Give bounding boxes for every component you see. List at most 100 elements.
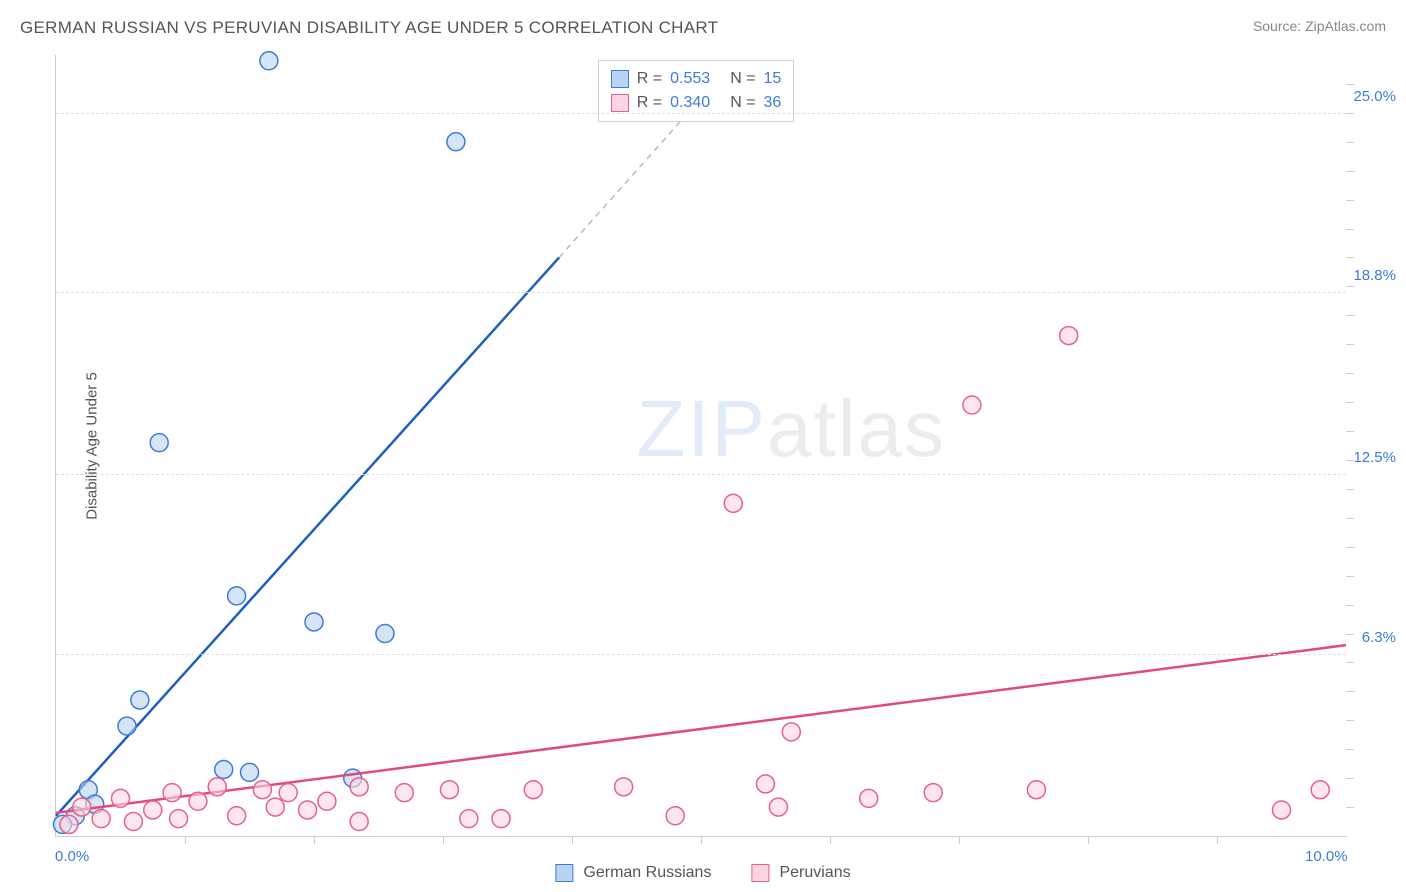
y-minor-tick	[1346, 286, 1354, 287]
data-point	[118, 717, 136, 735]
y-minor-tick	[1346, 518, 1354, 519]
y-minor-tick	[1346, 778, 1354, 779]
y-minor-tick	[1346, 113, 1354, 114]
y-tick-label: 6.3%	[1362, 629, 1396, 646]
y-minor-tick	[1346, 749, 1354, 750]
y-minor-tick	[1346, 315, 1354, 316]
y-minor-tick	[1346, 489, 1354, 490]
gridline	[56, 474, 1346, 475]
y-minor-tick	[1346, 373, 1354, 374]
data-point	[163, 784, 181, 802]
y-minor-tick	[1346, 576, 1354, 577]
legend-swatch	[751, 864, 769, 882]
x-minor-tick	[701, 836, 702, 844]
data-point	[253, 781, 271, 799]
n-label: N =	[730, 67, 755, 91]
corr-legend-row: R = 0.553 N = 15	[611, 67, 782, 91]
y-minor-tick	[1346, 171, 1354, 172]
data-point	[228, 587, 246, 605]
category-legend-item: German Russians	[555, 864, 711, 882]
data-point	[440, 781, 458, 799]
data-point	[279, 784, 297, 802]
data-point	[963, 396, 981, 414]
y-minor-tick	[1346, 691, 1354, 692]
data-point	[305, 613, 323, 631]
x-minor-tick	[314, 836, 315, 844]
data-point	[666, 807, 684, 825]
data-point	[782, 723, 800, 741]
scatter-svg	[56, 55, 1346, 836]
data-point	[112, 789, 130, 807]
x-minor-tick	[185, 836, 186, 844]
data-point	[350, 778, 368, 796]
data-point	[144, 801, 162, 819]
corr-legend-row: R =0.340N =36	[611, 91, 782, 115]
data-point	[131, 691, 149, 709]
y-minor-tick	[1346, 200, 1354, 201]
y-minor-tick	[1346, 257, 1354, 258]
n-value: 15	[764, 67, 782, 91]
data-point	[924, 784, 942, 802]
y-minor-tick	[1346, 634, 1354, 635]
data-point	[492, 810, 510, 828]
category-legend: German Russians Peruvians	[555, 864, 850, 882]
gridline	[56, 292, 1346, 293]
chart-plot-area: ZIPatlas R =0.553N =15R =0.340N =36	[55, 55, 1346, 837]
source-credit: Source: ZipAtlas.com	[1253, 18, 1386, 34]
x-minor-tick	[830, 836, 831, 844]
n-value: 36	[764, 91, 782, 115]
r-label: R =	[637, 67, 662, 91]
data-point	[447, 133, 465, 151]
x-tick-label: 10.0%	[1305, 848, 1348, 865]
chart-title: GERMAN RUSSIAN VS PERUVIAN DISABILITY AG…	[20, 18, 718, 38]
data-point	[299, 801, 317, 819]
y-minor-tick	[1346, 142, 1354, 143]
y-minor-tick	[1346, 402, 1354, 403]
legend-swatch	[555, 864, 573, 882]
data-point	[92, 810, 110, 828]
data-point	[1311, 781, 1329, 799]
data-point	[395, 784, 413, 802]
data-point	[724, 494, 742, 512]
x-minor-tick	[959, 836, 960, 844]
category-legend-item: Peruvians	[751, 864, 850, 882]
data-point	[60, 815, 78, 833]
y-minor-tick	[1346, 720, 1354, 721]
data-point	[260, 52, 278, 70]
n-label: N =	[730, 91, 755, 115]
y-minor-tick	[1346, 431, 1354, 432]
data-point	[1060, 327, 1078, 345]
legend-label: Peruvians	[779, 864, 850, 882]
y-minor-tick	[1346, 229, 1354, 230]
y-tick-label: 12.5%	[1353, 449, 1396, 466]
data-point	[208, 778, 226, 796]
gridline	[56, 113, 1346, 114]
trendline	[56, 645, 1346, 813]
y-minor-tick	[1346, 344, 1354, 345]
x-minor-tick	[1088, 836, 1089, 844]
legend-swatch	[611, 70, 629, 88]
data-point	[228, 807, 246, 825]
data-point	[241, 763, 259, 781]
data-point	[376, 625, 394, 643]
legend-swatch	[611, 94, 629, 112]
data-point	[150, 434, 168, 452]
r-value: 0.553	[670, 67, 710, 91]
x-minor-tick	[572, 836, 573, 844]
legend-label: German Russians	[583, 864, 711, 882]
trendline-dashed	[559, 113, 688, 258]
gridline	[56, 654, 1346, 655]
data-point	[124, 813, 142, 831]
data-point	[524, 781, 542, 799]
x-minor-tick	[443, 836, 444, 844]
data-point	[318, 792, 336, 810]
x-minor-tick	[1217, 836, 1218, 844]
y-minor-tick	[1346, 547, 1354, 548]
x-tick-label: 0.0%	[55, 848, 89, 865]
data-point	[757, 775, 775, 793]
data-point	[769, 798, 787, 816]
data-point	[266, 798, 284, 816]
y-minor-tick	[1346, 84, 1354, 85]
r-value: 0.340	[670, 91, 710, 115]
data-point	[215, 760, 233, 778]
